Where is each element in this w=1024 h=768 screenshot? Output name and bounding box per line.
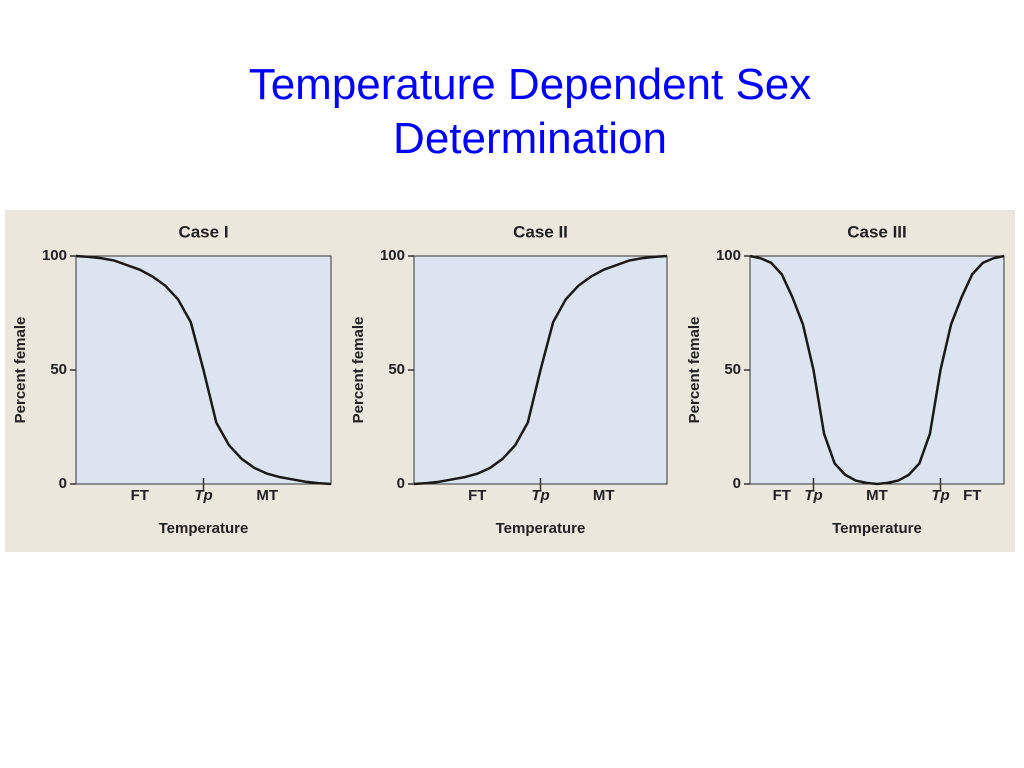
- plot-area: [75, 255, 332, 485]
- y-tick-label: 100: [42, 247, 67, 264]
- x-tick-label: Tp: [804, 487, 822, 504]
- chart-title: Case III: [847, 222, 907, 241]
- x-tick-label: MT: [593, 487, 615, 504]
- x-tick-label: FT: [773, 487, 791, 504]
- curve: [749, 254, 1005, 486]
- curve: [413, 254, 668, 486]
- y-tick-label: 100: [716, 247, 741, 264]
- x-tick-label: FT: [131, 487, 149, 504]
- x-tick-label: FT: [963, 487, 981, 504]
- y-tick-label: 50: [388, 361, 405, 378]
- chart-title: Case II: [513, 222, 568, 241]
- y-tick-label: 50: [724, 361, 741, 378]
- y-axis-label: Percent female: [686, 317, 703, 424]
- x-axis-label: Temperature: [832, 520, 922, 537]
- y-tick-label: 0: [733, 475, 741, 492]
- y-axis-label: Percent female: [350, 317, 367, 424]
- x-axis-label: Temperature: [496, 520, 586, 537]
- curve: [75, 254, 332, 486]
- x-tick-label: Tp: [931, 487, 949, 504]
- slide-title: Temperature Dependent Sex Determination: [248, 60, 812, 163]
- x-tick-label: Tp: [531, 487, 549, 504]
- x-tick-label: FT: [468, 487, 486, 504]
- x-axis-label: Temperature: [159, 520, 249, 537]
- x-tick-label: MT: [256, 487, 278, 504]
- y-tick-label: 0: [59, 475, 67, 492]
- chart-title: Case I: [178, 222, 228, 241]
- x-tick-label: Tp: [194, 487, 212, 504]
- plot-area: [749, 255, 1005, 485]
- x-tick-label: MT: [866, 487, 888, 504]
- y-tick-label: 50: [50, 361, 67, 378]
- y-tick-label: 100: [380, 247, 405, 264]
- y-tick-label: 0: [397, 475, 405, 492]
- y-axis-label: Percent female: [12, 317, 29, 424]
